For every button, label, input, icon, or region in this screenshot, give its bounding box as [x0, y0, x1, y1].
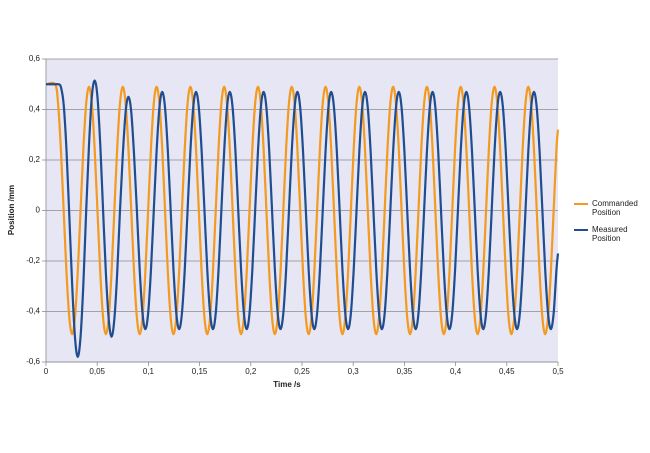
y-tick-label: 0,4	[29, 105, 41, 114]
x-tick-label: 0,3	[348, 367, 360, 376]
y-tick-label: -0,6	[26, 357, 40, 366]
legend-item: Commanded Position	[574, 199, 650, 217]
y-axis-label: Position /mm	[7, 185, 16, 235]
x-tick-label: 0,25	[294, 367, 310, 376]
x-tick-label: 0,05	[89, 367, 105, 376]
x-tick-label: 0,4	[450, 367, 462, 376]
legend: Commanded Position Measured Position	[574, 199, 650, 251]
x-tick-label: 0,35	[397, 367, 413, 376]
y-tick-label: -0,2	[26, 256, 40, 265]
y-tick-label: 0	[36, 206, 41, 215]
series-line	[45, 79, 560, 359]
legend-swatch	[574, 229, 588, 231]
x-tick-label: 0,2	[245, 367, 257, 376]
series-line	[45, 81, 560, 336]
legend-swatch	[574, 203, 588, 205]
legend-label: Measured Position	[592, 225, 628, 243]
x-tick-label: 0,15	[192, 367, 208, 376]
x-tick-label: 0	[44, 367, 49, 376]
legend-label: Commanded Position	[592, 199, 638, 217]
y-tick-label: 0,6	[29, 54, 41, 63]
legend-item: Measured Position	[574, 225, 650, 243]
y-tick-label: 0,2	[29, 155, 41, 164]
x-tick-label: 0,5	[552, 367, 564, 376]
x-tick-label: 0,45	[499, 367, 515, 376]
x-axis-label: Time /s	[273, 380, 301, 389]
y-tick-label: -0,4	[26, 307, 40, 316]
x-tick-label: 0,1	[143, 367, 155, 376]
